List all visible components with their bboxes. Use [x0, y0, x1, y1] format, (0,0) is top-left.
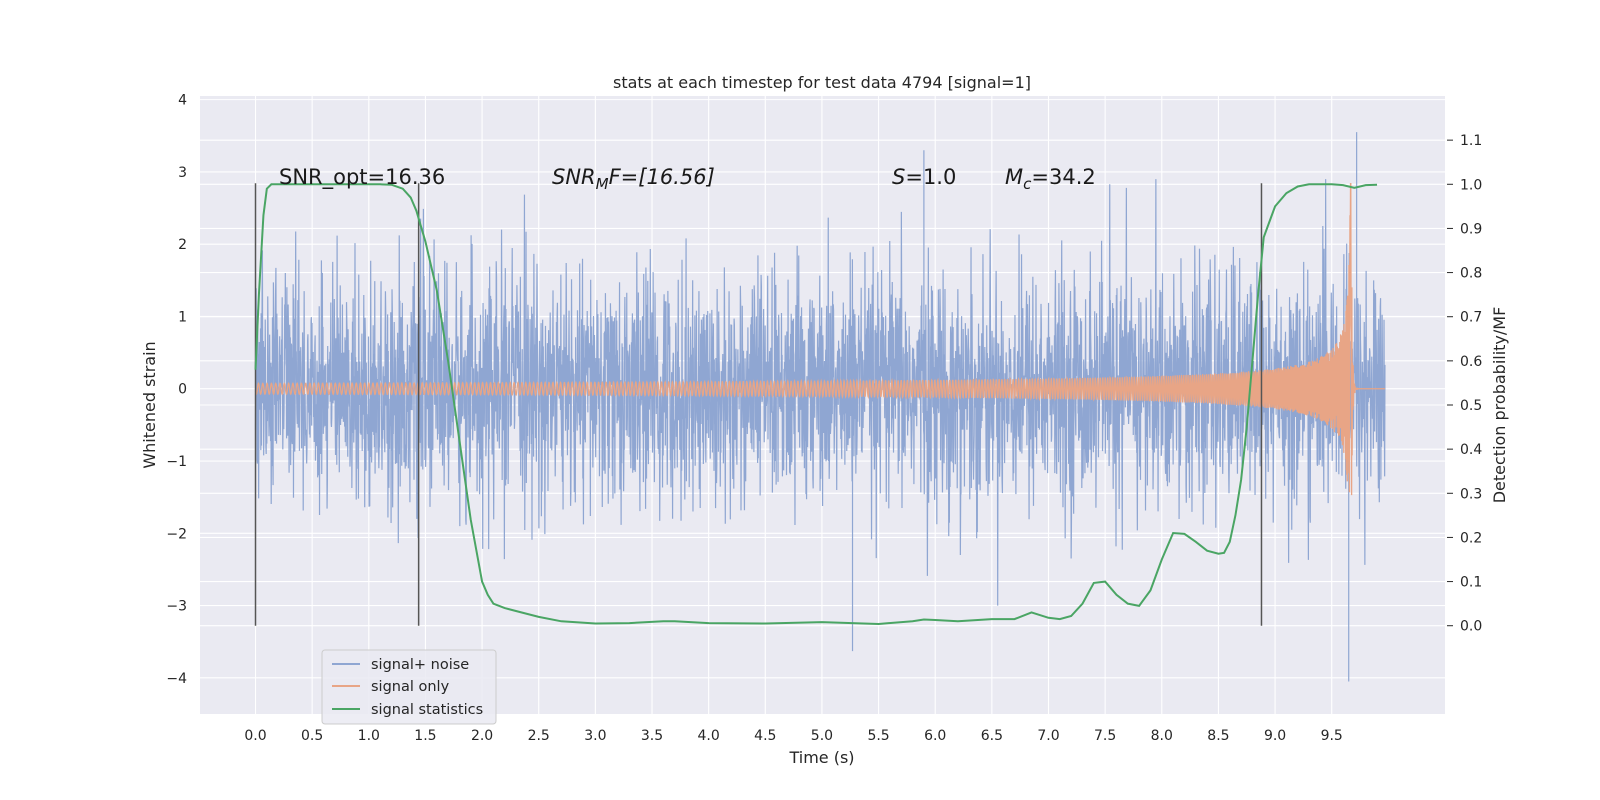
left-y-tick-labels: 4 3 2 1 0 −1 −2 −3 −4: [166, 93, 187, 687]
series-signal-plus-noise: [254, 132, 1386, 682]
right-y-tick-3: 0.8: [1460, 266, 1482, 282]
left-y-tick-1: 3: [178, 165, 187, 181]
series-signal-only: [254, 182, 1385, 496]
x-tick-9: 4.5: [754, 728, 776, 744]
x-tick-8: 4.0: [698, 728, 720, 744]
annotation-snr-mf-main: SNR: [552, 165, 596, 189]
x-tick-15: 7.5: [1094, 728, 1116, 744]
x-tick-18: 9.0: [1264, 728, 1286, 744]
right-y-tick-0: 1.1: [1460, 133, 1482, 149]
right-y-tick-8: 0.3: [1460, 486, 1482, 502]
annotation-s: S=1.0: [892, 165, 956, 189]
annotation-s-rest: =1.0: [905, 165, 956, 189]
chart-title: stats at each timestep for test data 479…: [613, 73, 1031, 92]
x-tick-5: 2.5: [528, 728, 550, 744]
right-y-tick-6: 0.5: [1460, 398, 1482, 414]
series-signal-statistics: [254, 183, 1378, 625]
annotation-s-main: S: [892, 165, 905, 189]
legend: signal+ noise signal only signal statist…: [321, 649, 497, 725]
right-y-tick-labels: 1.1 1.0 0.9 0.8 0.7 0.6 0.5 0.4 0.3 0.2 0.1 0.0: [1447, 133, 1482, 635]
annotation-mc-rest: =34.2: [1031, 165, 1095, 189]
legend-label-signal-statistics: signal statistics: [371, 702, 483, 718]
x-tick-14: 7.0: [1037, 728, 1059, 744]
right-y-tick-2: 0.9: [1460, 221, 1482, 237]
x-axis-label: Time (s): [788, 748, 854, 767]
annotation-mc-main: M: [1005, 165, 1023, 189]
annotation-mc: Mc=34.2: [1005, 165, 1096, 193]
x-tick-7: 3.5: [641, 728, 663, 744]
x-tick-12: 6.0: [924, 728, 946, 744]
right-y-tick-9: 0.2: [1460, 530, 1482, 546]
x-tick-16: 8.0: [1151, 728, 1173, 744]
x-tick-13: 6.5: [981, 728, 1003, 744]
right-y-tick-10: 0.1: [1460, 575, 1482, 591]
x-tick-10: 5.0: [811, 728, 833, 744]
x-tick-1: 0.5: [301, 728, 323, 744]
x-tick-4: 2.0: [471, 728, 493, 744]
left-y-tick-6: −2: [166, 526, 187, 542]
left-y-tick-8: −4: [166, 671, 187, 687]
right-y-axis-label: Detection probability/MF: [1490, 307, 1509, 504]
x-tick-19: 9.5: [1321, 728, 1343, 744]
x-tick-2: 1.0: [358, 728, 380, 744]
left-y-axis-label: Whitened strain: [140, 341, 159, 468]
left-y-tick-4: 0: [178, 382, 187, 398]
left-y-tick-5: −1: [166, 454, 187, 470]
annotation-snr-mf-rest: F=[16.56]: [609, 165, 715, 189]
annotation-snr-mf-sub: M: [596, 175, 609, 193]
annotation-snr-opt: SNR_opt=16.36: [279, 165, 445, 190]
right-y-tick-1: 1.0: [1460, 177, 1482, 193]
right-y-tick-4: 0.7: [1460, 310, 1482, 326]
left-y-tick-2: 2: [178, 237, 187, 253]
left-y-tick-7: −3: [166, 599, 187, 615]
legend-box: [321, 649, 497, 725]
x-tick-labels: 0.0 0.5 1.0 1.5 2.0 2.5 3.0 3.5 4.0 4.5 5.0 5.5 6.0 6…: [244, 728, 1342, 744]
x-tick-3: 1.5: [414, 728, 436, 744]
x-tick-17: 8.5: [1207, 728, 1229, 744]
legend-label-signal-plus-noise: signal+ noise: [371, 657, 469, 673]
annotation-snr-mf-f: F=[16.56]: [609, 165, 715, 189]
x-tick-6: 3.0: [584, 728, 606, 744]
right-y-tick-7: 0.4: [1460, 442, 1482, 458]
x-tick-11: 5.5: [867, 728, 889, 744]
right-y-tick-11: 0.0: [1460, 619, 1482, 635]
legend-label-signal-only: signal only: [371, 679, 450, 695]
left-y-tick-0: 4: [178, 93, 187, 109]
right-y-tick-5: 0.6: [1460, 354, 1482, 370]
x-tick-0: 0.0: [244, 728, 266, 744]
annotation-mc-sub: c: [1023, 175, 1032, 193]
annotation-snr-mf: SNRMF=[16.56]: [552, 165, 715, 193]
left-y-tick-3: 1: [178, 309, 187, 325]
